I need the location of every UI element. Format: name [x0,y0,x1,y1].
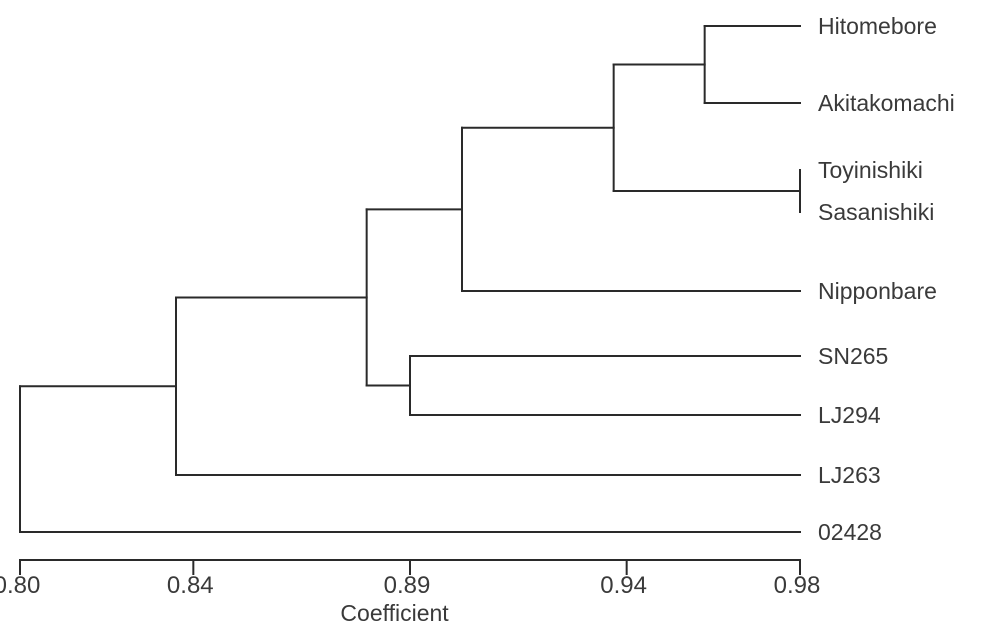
axis-tick-label: 0.98 [774,572,821,600]
leaf-label-toyinishiki: Toyinishiki [818,157,923,184]
leaf-label-02428: 02428 [818,519,882,546]
leaf-label-akitakomachi: Akitakomachi [818,90,955,117]
axis-title: Coefficient [340,600,448,627]
leaf-label-sasanishiki: Sasanishiki [818,199,934,226]
leaf-label-lj294: LJ294 [818,402,881,429]
leaf-label-hitomebore: Hitomebore [818,13,937,40]
axis-tick-label: 0.84 [167,572,214,600]
axis-tick-label: 0.94 [600,572,647,600]
leaf-label-nipponbare: Nipponbare [818,278,937,305]
leaf-label-sn265: SN265 [818,343,888,370]
axis-tick-label: 0.80 [0,572,40,600]
axis-tick-label: 0.89 [384,572,431,600]
leaf-label-lj263: LJ263 [818,462,881,489]
